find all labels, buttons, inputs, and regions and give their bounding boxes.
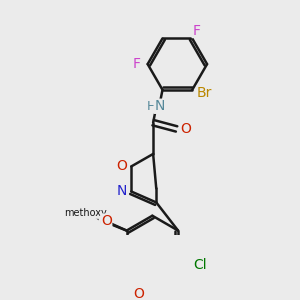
Text: H: H (147, 100, 156, 113)
Text: N: N (154, 99, 165, 113)
Text: O: O (133, 287, 144, 300)
Text: F: F (192, 24, 200, 38)
Text: O: O (99, 216, 110, 230)
Text: Br: Br (197, 86, 212, 100)
Text: Cl: Cl (193, 258, 207, 272)
Text: O: O (116, 160, 127, 173)
Text: O: O (101, 214, 112, 228)
Text: O: O (181, 122, 191, 136)
Text: F: F (133, 57, 141, 71)
Text: methoxy: methoxy (64, 208, 107, 218)
Text: N: N (117, 184, 127, 199)
